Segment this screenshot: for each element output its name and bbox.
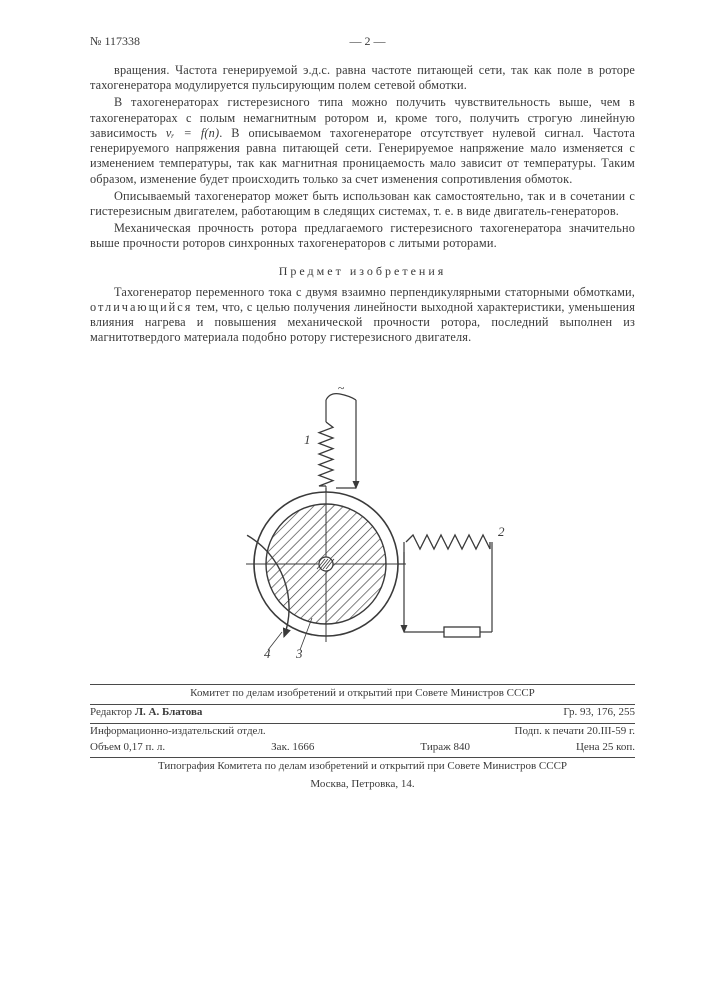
footer-price: Цена 25 коп. <box>576 741 635 755</box>
document-number: № 117338 <box>90 34 140 49</box>
footer-editor: Редактор Л. А. Блатова <box>90 706 202 720</box>
svg-text:3: 3 <box>295 646 303 661</box>
svg-text:1: 1 <box>304 432 311 447</box>
footer-volume-row: Объем 0,17 п. л. Зак. 1666 Тираж 840 Цен… <box>90 740 635 756</box>
paragraph-3: Описываемый тахогенератор может быть исп… <box>90 189 635 219</box>
formula-vr: vᵣ = f(n) <box>166 126 219 140</box>
diagram-svg: ~1 2 3 4 <box>198 364 528 664</box>
footer-tirazh: Тираж 840 <box>420 741 470 755</box>
footer-order: Зак. 1666 <box>271 741 314 755</box>
footer-editor-row: Редактор Л. А. Блатова Гр. 93, 176, 255 <box>90 704 635 721</box>
footer-volume: Объем 0,17 п. л. <box>90 741 165 755</box>
section-title: Предмет изобретения <box>90 264 635 279</box>
svg-text:4: 4 <box>264 646 271 661</box>
paragraph-4: Механическая прочность ротора предлагаем… <box>90 221 635 251</box>
paragraph-1: вращения. Частота генерируемой э.д.с. ра… <box>90 63 635 93</box>
page-header: № 117338 — 2 — <box>90 34 635 49</box>
svg-text:~: ~ <box>337 381 344 395</box>
paragraph-5b: отличающийся <box>90 300 192 314</box>
footer-committee: Комитет по делам изобретений и открытий … <box>90 684 635 703</box>
document-page: № 117338 — 2 — вращения. Частота генерир… <box>0 0 707 1000</box>
footer-typography-1: Типография Комитета по делам изобретений… <box>90 757 635 776</box>
svg-text:2: 2 <box>498 524 505 539</box>
footer-group: Гр. 93, 176, 255 <box>563 706 635 720</box>
footer-dept-row: Информационно-издательский отдел. Подп. … <box>90 723 635 740</box>
footer-block: Комитет по делам изобретений и открытий … <box>90 684 635 794</box>
paragraph-5: Тахогенератор переменного тока с двумя в… <box>90 285 635 346</box>
paragraph-5a: Тахогенератор переменного тока с двумя в… <box>114 285 635 299</box>
paragraph-2: В тахогенераторах гистерезисного типа мо… <box>90 95 635 186</box>
schematic-diagram: ~1 2 3 4 <box>90 364 635 668</box>
page-number: — 2 — <box>350 34 386 49</box>
footer-typography-2: Москва, Петровка, 14. <box>90 776 635 794</box>
footer-dept: Информационно-издательский отдел. <box>90 725 266 739</box>
footer-print-date: Подп. к печати 20.III-59 г. <box>515 725 635 739</box>
